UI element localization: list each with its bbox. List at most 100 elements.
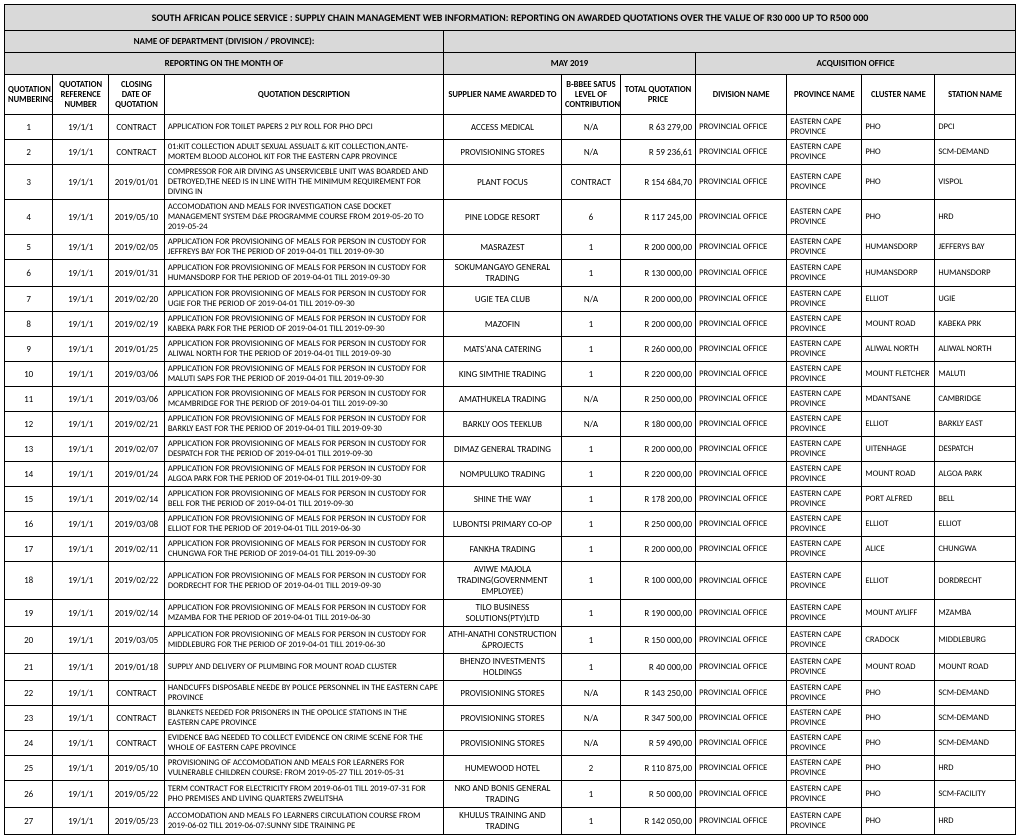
cell-description: APPLICATION FOR PROVISIONING OF MEALS FO… [164, 412, 443, 437]
table-row: 319/1/12019/01/01COMPRESSOR FOR AIR DIVI… [5, 165, 1016, 200]
cell-supplier: MAZOFIN [443, 312, 561, 337]
cell-price: R 59 236,61 [620, 140, 695, 165]
cell-division: PROVINCIAL OFFICE [696, 781, 787, 808]
cell-bbee: N/A [561, 140, 620, 165]
cell-bbee: N/A [561, 115, 620, 140]
cell-description: APPLICATION FOR PROVISIONING OF MEALS FO… [164, 287, 443, 312]
cell-description: TERM CONTRACT FOR ELECTRICITY FROM 2019-… [164, 781, 443, 808]
cell-province: EASTERN CAPE PROVINCE [787, 165, 862, 200]
cell-description: APPLICATION FOR PROVISIONING OF MEALS FO… [164, 462, 443, 487]
cell-reference: 19/1/1 [53, 362, 109, 387]
acq-office-label: ACQUISITION OFFICE [696, 53, 1016, 75]
cell-division: PROVINCIAL OFFICE [696, 412, 787, 437]
cell-closing: CONTRACT [109, 731, 165, 756]
cell-supplier: BARKLY OOS TEEKLUB [443, 412, 561, 437]
cell-bbee: 1 [561, 337, 620, 362]
table-row: 2219/1/1CONTRACTHANDCUFFS DISPOSABLE NEE… [5, 681, 1016, 706]
table-row: 2519/1/12019/05/10PROVISIONING OF ACCOMO… [5, 756, 1016, 781]
cell-description: APPLICATION FOR PROVISIONING OF MEALS FO… [164, 235, 443, 260]
cell-number: 22 [5, 681, 53, 706]
cell-province: EASTERN CAPE PROVINCE [787, 627, 862, 654]
col-closing: CLOSING DATE OF QUOTATION [109, 75, 165, 115]
cell-bbee: 1 [561, 312, 620, 337]
cell-closing: 2019/02/14 [109, 600, 165, 627]
cell-reference: 19/1/1 [53, 387, 109, 412]
cell-supplier: TILO BUSINESS SOLUTIONS(PTY)LTD [443, 600, 561, 627]
cell-price: R 260 000,00 [620, 337, 695, 362]
cell-description: HANDCUFFS DISPOSABLE NEEDE BY POLICE PER… [164, 681, 443, 706]
cell-province: EASTERN CAPE PROVINCE [787, 487, 862, 512]
cell-price: R 250 000,00 [620, 512, 695, 537]
cell-number: 3 [5, 165, 53, 200]
cell-description: 01:KIT COLLECTION ADULT SEXUAL ASSUALT &… [164, 140, 443, 165]
table-row: 1819/1/12019/02/22APPLICATION FOR PROVIS… [5, 562, 1016, 600]
cell-province: EASTERN CAPE PROVINCE [787, 362, 862, 387]
cell-price: R 59 490,00 [620, 731, 695, 756]
cell-closing: 2019/05/23 [109, 808, 165, 835]
cell-price: R 190 000,00 [620, 600, 695, 627]
cell-price: R 200 000,00 [620, 537, 695, 562]
cell-station: ELLIOT [935, 512, 1016, 537]
cell-description: APPLICATION FOR PROVISIONING OF MEALS FO… [164, 562, 443, 600]
cell-supplier: HUMEWOOD HOTEL [443, 756, 561, 781]
cell-province: EASTERN CAPE PROVINCE [787, 562, 862, 600]
table-row: 1019/1/12019/03/06APPLICATION FOR PROVIS… [5, 362, 1016, 387]
cell-cluster: PHO [862, 140, 935, 165]
cell-division: PROVINCIAL OFFICE [696, 437, 787, 462]
col-station: STATION NAME [935, 75, 1016, 115]
cell-bbee: 2 [561, 756, 620, 781]
cell-station: HUMANSDORP [935, 260, 1016, 287]
cell-station: SCM-FACILITY [935, 781, 1016, 808]
cell-cluster: MOUNT AYLIFF [862, 600, 935, 627]
cell-supplier: ATHI-ANATHI CONSTRUCTION &PROJECTS [443, 627, 561, 654]
table-row: 1319/1/12019/02/07APPLICATION FOR PROVIS… [5, 437, 1016, 462]
table-row: 619/1/12019/01/31APPLICATION FOR PROVISI… [5, 260, 1016, 287]
table-row: 219/1/1CONTRACT01:KIT COLLECTION ADULT S… [5, 140, 1016, 165]
col-bbee: B-BBEE SATUS LEVEL OF CONTRIBUTION [561, 75, 620, 115]
cell-province: EASTERN CAPE PROVINCE [787, 437, 862, 462]
cell-number: 16 [5, 512, 53, 537]
cell-number: 14 [5, 462, 53, 487]
cell-supplier: NKO AND BONIS GENERAL TRADING [443, 781, 561, 808]
cell-reference: 19/1/1 [53, 165, 109, 200]
cell-cluster: PHO [862, 706, 935, 731]
cell-description: COMPRESSOR FOR AIR DIVING AS UNSERVICEBL… [164, 165, 443, 200]
cell-division: PROVINCIAL OFFICE [696, 165, 787, 200]
cell-price: R 200 000,00 [620, 312, 695, 337]
cell-province: EASTERN CAPE PROVINCE [787, 462, 862, 487]
cell-province: EASTERN CAPE PROVINCE [787, 287, 862, 312]
cell-description: BLANKETS NEEDED FOR PRISONERS IN THE OPO… [164, 706, 443, 731]
cell-closing: 2019/02/19 [109, 312, 165, 337]
cell-reference: 19/1/1 [53, 731, 109, 756]
col-division: DIVISION NAME [696, 75, 787, 115]
cell-supplier: BHENZO INVESTMENTS HOLDINGS [443, 654, 561, 681]
cell-closing: 2019/05/10 [109, 200, 165, 235]
cell-division: PROVINCIAL OFFICE [696, 115, 787, 140]
cell-closing: CONTRACT [109, 681, 165, 706]
cell-reference: 19/1/1 [53, 287, 109, 312]
cell-province: EASTERN CAPE PROVINCE [787, 600, 862, 627]
cell-number: 5 [5, 235, 53, 260]
cell-reference: 19/1/1 [53, 808, 109, 835]
cell-price: R 130 000,00 [620, 260, 695, 287]
cell-closing: CONTRACT [109, 140, 165, 165]
cell-division: PROVINCIAL OFFICE [696, 362, 787, 387]
cell-province: EASTERN CAPE PROVINCE [787, 260, 862, 287]
cell-number: 8 [5, 312, 53, 337]
cell-station: HRD [935, 200, 1016, 235]
cell-description: APPLICATION FOR PROVISIONING OF MEALS FO… [164, 337, 443, 362]
cell-bbee: 1 [561, 562, 620, 600]
col-supplier: SUPPLIER NAME AWARDED TO [443, 75, 561, 115]
cell-bbee: N/A [561, 706, 620, 731]
table-row: 2719/1/12019/05/23ACCOMODATION AND MEALS… [5, 808, 1016, 835]
cell-division: PROVINCIAL OFFICE [696, 512, 787, 537]
table-row: 419/1/12019/05/10ACCOMODATION AND MEALS … [5, 200, 1016, 235]
cell-description: APPLICATION FOR PROVISIONING OF MEALS FO… [164, 512, 443, 537]
cell-number: 10 [5, 362, 53, 387]
cell-reference: 19/1/1 [53, 781, 109, 808]
cell-number: 9 [5, 337, 53, 362]
table-row: 919/1/12019/01/25APPLICATION FOR PROVISI… [5, 337, 1016, 362]
table-row: 719/1/12019/02/20APPLICATION FOR PROVISI… [5, 287, 1016, 312]
cell-closing: 2019/02/20 [109, 287, 165, 312]
cell-division: PROVINCIAL OFFICE [696, 731, 787, 756]
